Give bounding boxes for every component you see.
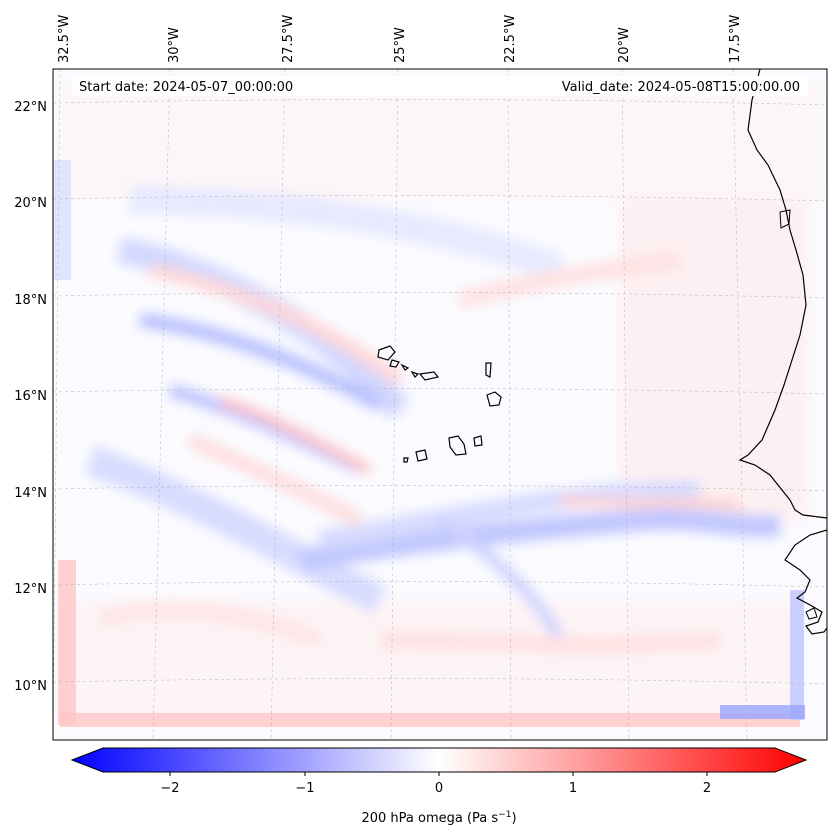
map-frame <box>52 68 828 741</box>
colorbar-tick-label: 0 <box>435 781 443 796</box>
lat-label: 10°N <box>14 679 47 694</box>
edge-band-left-top <box>53 160 71 280</box>
africa-coastline-south <box>784 529 827 635</box>
lon-label: 17.5°W <box>728 15 743 63</box>
edge-band-right <box>790 590 804 720</box>
colorbar-label: 200 hPa omega (Pa s−1) <box>361 810 516 826</box>
africa-coastline <box>738 69 827 519</box>
lat-label: 16°N <box>14 389 47 404</box>
omega-field <box>53 69 827 740</box>
colorbar: −2 −1 0 1 2 200 hPa omega (Pa s−1) <box>70 747 808 826</box>
latitude-labels: 22°N 20°N 18°N 16°N 14°N 12°N 10°N <box>14 100 47 694</box>
coast-island-1 <box>779 209 791 229</box>
colorbar-tick-label: 2 <box>703 781 711 796</box>
header-strip <box>72 76 808 96</box>
lat-label: 12°N <box>14 582 47 597</box>
gridlines <box>53 69 827 740</box>
edge-band-bottom-right <box>720 705 805 719</box>
colorbar-tick-label: −1 <box>295 781 314 796</box>
longitude-labels: 32.5°W 30°W 27.5°W 25°W 22.5°W 20°W 17.5… <box>57 15 743 63</box>
coast-island-2 <box>805 607 818 620</box>
edge-band-bottom <box>60 713 800 727</box>
lat-label: 18°N <box>14 293 47 308</box>
colorbar-ticks <box>169 772 708 776</box>
lat-label: 14°N <box>14 486 47 501</box>
lon-label: 20°W <box>617 27 632 63</box>
start-date: Start date: 2024-05-07_00:00:00 <box>79 80 293 95</box>
colorbar-tick-label: 1 <box>569 781 577 796</box>
lon-label: 22.5°W <box>503 15 518 63</box>
cape-verde-islands <box>377 345 502 463</box>
lon-label: 30°W <box>167 27 182 63</box>
colorbar-tick-label: −2 <box>160 781 179 796</box>
edge-band-left <box>58 560 76 725</box>
lat-label: 20°N <box>14 196 47 211</box>
colorbar-bar <box>70 747 808 773</box>
lon-label: 27.5°W <box>281 15 296 63</box>
lon-label: 32.5°W <box>57 15 72 63</box>
lat-label: 22°N <box>14 100 47 115</box>
valid-date: Valid_date: 2024-05-08T15:00:00.00 <box>562 80 800 95</box>
map-panel <box>52 68 828 741</box>
lon-label: 25°W <box>393 27 408 63</box>
